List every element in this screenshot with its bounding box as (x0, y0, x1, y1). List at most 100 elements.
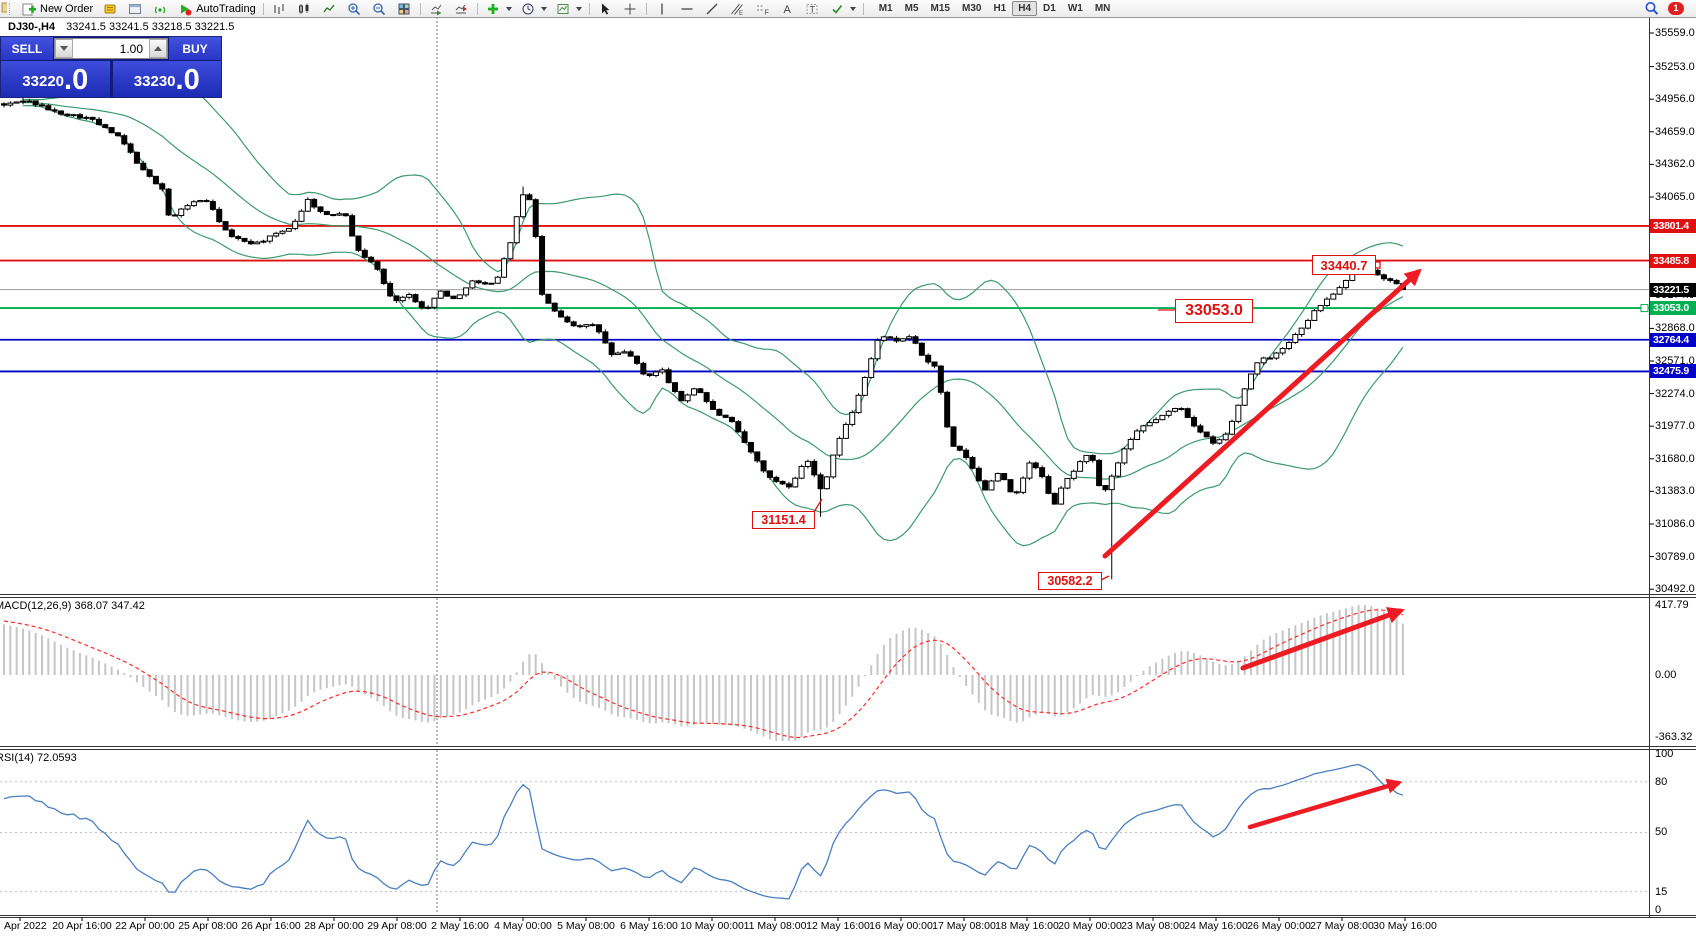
candle-bullish (1083, 454, 1090, 463)
timeframe-m5-button[interactable]: M5 (899, 1, 925, 16)
crosshair-icon (622, 1, 639, 17)
candle-bullish (1285, 341, 1292, 350)
templates-button[interactable] (551, 1, 586, 17)
text-label-tool-button[interactable]: T (800, 1, 825, 17)
candle-bearish (1102, 485, 1109, 491)
candle-bearish (1013, 491, 1020, 494)
candle-bearish (247, 240, 254, 245)
volume-decrease-button[interactable] (55, 39, 73, 58)
level-line-end-marker (1640, 304, 1649, 313)
trend-arrow-macd[interactable] (1240, 607, 1405, 671)
cursor-tool-button[interactable] (593, 1, 618, 17)
volume-increase-button[interactable] (149, 39, 167, 58)
price-annotation-33440[interactable]: 33440.7 (1312, 255, 1376, 275)
text-tool-button[interactable]: A (775, 1, 800, 17)
timeframe-m1-button[interactable]: M1 (873, 1, 899, 16)
candle-bullish (1298, 327, 1305, 336)
search-icon[interactable] (1643, 1, 1660, 17)
candle-bearish (121, 135, 128, 145)
tile-windows-button[interactable] (392, 1, 417, 17)
candle-bullish (1235, 404, 1242, 422)
candle-bearish (665, 369, 672, 384)
trend-arrows[interactable] (1102, 268, 1422, 830)
zoom-out-button[interactable] (367, 1, 392, 17)
timeframe-h1-button[interactable]: H1 (987, 1, 1012, 16)
candle-bearish (330, 214, 337, 217)
candle-bullish (279, 230, 286, 234)
candle-bullish (1064, 477, 1071, 489)
caret-down-icon (575, 6, 582, 11)
arrows-tool-button[interactable] (825, 1, 860, 17)
rsi-axis-15: 15 (1655, 886, 1668, 898)
candle-bullish (1342, 279, 1349, 289)
candle-bearish (222, 221, 229, 231)
candle-bearish (1267, 357, 1273, 360)
candle-bearish (342, 213, 349, 217)
rsi-axis-100: 100 (1655, 748, 1674, 760)
chart-shift-button[interactable] (449, 1, 474, 17)
candle-bearish (361, 249, 368, 258)
sell-price-main: 33220 (22, 73, 65, 90)
macd-histogram (3, 605, 1404, 741)
new-order-icon (20, 1, 37, 17)
bar-chart-button[interactable] (267, 1, 292, 17)
line-chart-button[interactable] (317, 1, 342, 17)
price-annotation-33053[interactable]: 33053.0 (1175, 299, 1253, 323)
trendline-tool-button[interactable] (700, 1, 725, 17)
candle-bearish (1178, 407, 1185, 410)
pane-separator-main-macd[interactable] (0, 594, 1696, 598)
candle-bearish (918, 342, 925, 356)
candle-bearish (216, 208, 223, 223)
trend-arrow-price[interactable] (1102, 268, 1422, 559)
price-annotation-31151[interactable]: 31151.4 (752, 511, 815, 529)
sell-price-panel[interactable]: 33220 .0 (1, 61, 110, 97)
buy-price-panel[interactable]: 33230 .0 (112, 61, 221, 97)
candle-bearish (165, 188, 172, 216)
time-axis-label: 4 May 00:00 (494, 920, 552, 932)
crosshair-tool-button[interactable] (618, 1, 643, 17)
pane-separator-macd-rsi[interactable] (0, 746, 1696, 750)
trend-arrow-rsi[interactable] (1247, 778, 1403, 830)
new-order-button[interactable]: New Order (16, 1, 97, 17)
candle-bearish (640, 362, 647, 375)
time-axis-label: 17 May 08:00 (932, 920, 996, 932)
periods-button[interactable] (516, 1, 551, 17)
candle-chart-button[interactable] (292, 1, 317, 17)
fibonacci-tool-button[interactable]: F (750, 1, 775, 17)
sell-button[interactable]: SELL (1, 37, 53, 60)
zoom-in-button[interactable] (342, 1, 367, 17)
pane-separator-rsi-time[interactable] (0, 915, 1696, 918)
buy-button[interactable]: BUY (169, 37, 221, 60)
rsi-axis-50: 50 (1655, 826, 1668, 838)
candle-bearish (235, 236, 242, 239)
candle-bullish (178, 208, 185, 217)
candle-bullish (836, 437, 843, 456)
market-watch-button[interactable] (97, 1, 122, 17)
timeframe-m15-button[interactable]: M15 (925, 1, 956, 16)
candle-bearish (735, 421, 742, 433)
candle-bearish (95, 118, 102, 126)
indicators-button[interactable] (481, 1, 516, 17)
timeframe-h4-button[interactable]: H4 (1012, 1, 1038, 16)
vline-tool-button[interactable] (650, 1, 675, 17)
template-icon (555, 1, 572, 17)
autotrading-button[interactable]: AutoTrading (172, 1, 260, 17)
candle-bearish (146, 169, 153, 177)
candle-bearish (355, 235, 362, 251)
candle-bullish (469, 280, 476, 289)
auto-scroll-button[interactable] (424, 1, 449, 17)
candle-bearish (418, 301, 425, 309)
timeframe-d1-button[interactable]: D1 (1037, 1, 1062, 16)
candle-bearish (1039, 467, 1046, 478)
hline-tool-button[interactable] (675, 1, 700, 17)
timeframe-m30-button[interactable]: M30 (956, 1, 987, 16)
signal-button[interactable] (147, 1, 172, 17)
timeframe-w1-button[interactable]: W1 (1062, 1, 1089, 16)
channel-tool-button[interactable]: E (725, 1, 750, 17)
timeframe-mn-button[interactable]: MN (1089, 1, 1117, 16)
volume-input[interactable]: 1.00 (119, 42, 143, 56)
price-annotation-30582[interactable]: 30582.2 (1038, 572, 1102, 590)
terminal-window-button[interactable] (122, 1, 147, 17)
notification-bubble[interactable]: 1 (1668, 2, 1684, 15)
